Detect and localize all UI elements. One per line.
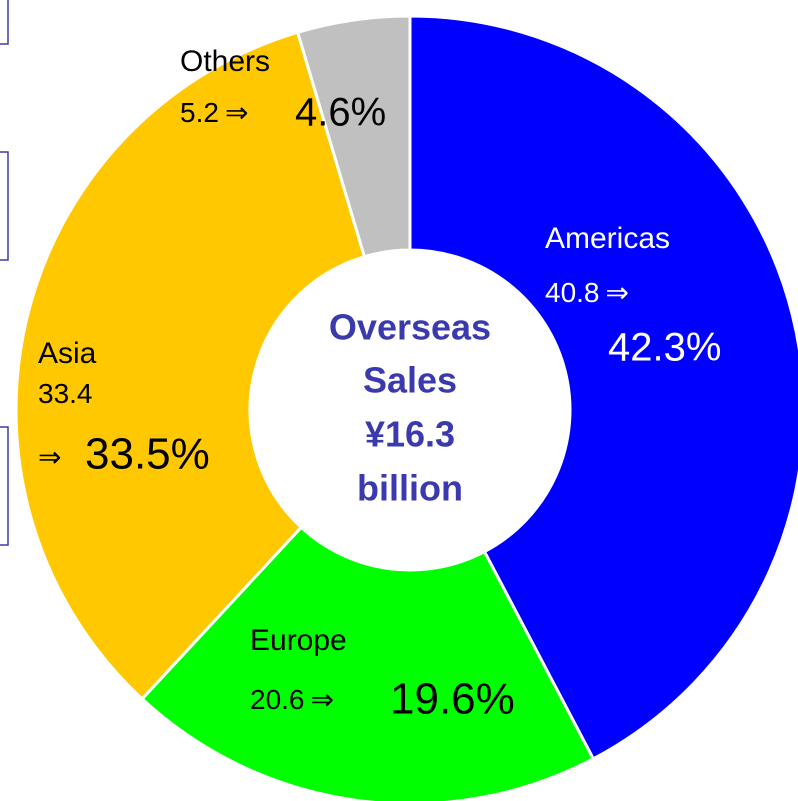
frame: [0, 426, 9, 546]
donut-segment: [14, 30, 367, 702]
value-label: 33.5%: [85, 430, 210, 479]
center-label: Overseas: [329, 307, 491, 348]
segment-name: Others: [180, 45, 270, 78]
previous-number: 33.4: [38, 378, 93, 409]
value-label: 4.6%: [295, 91, 386, 135]
value-label: 19.6%: [390, 675, 515, 724]
value-label: 42.3%: [608, 326, 721, 370]
frame: [0, 151, 9, 261]
segment-name: Europe: [250, 624, 347, 657]
donut-segment: [408, 14, 798, 761]
previous-value: 40.8 ⇒: [545, 277, 629, 308]
frame: [0, 0, 9, 45]
center-label: billion: [357, 468, 463, 509]
previous-number: 40.8: [545, 277, 600, 308]
arrow: ⇒: [606, 277, 629, 308]
segment-name: Americas: [545, 222, 670, 255]
donut-segment: [295, 14, 412, 259]
arrow: ⇒: [225, 97, 248, 128]
previous-number: 5.2: [180, 97, 219, 128]
segment-name: Asia: [38, 337, 97, 370]
previous-value: 33.4: [38, 378, 93, 409]
donut-segment: [139, 525, 596, 801]
center-label: Sales: [363, 360, 457, 401]
arrow: ⇒: [38, 441, 61, 472]
arrow: ⇒: [311, 684, 334, 715]
previous-value: 5.2 ⇒: [180, 97, 248, 128]
previous-value: 20.6 ⇒: [250, 684, 334, 715]
center-label: ¥16.3: [365, 414, 455, 455]
previous-number: 20.6: [250, 684, 305, 715]
